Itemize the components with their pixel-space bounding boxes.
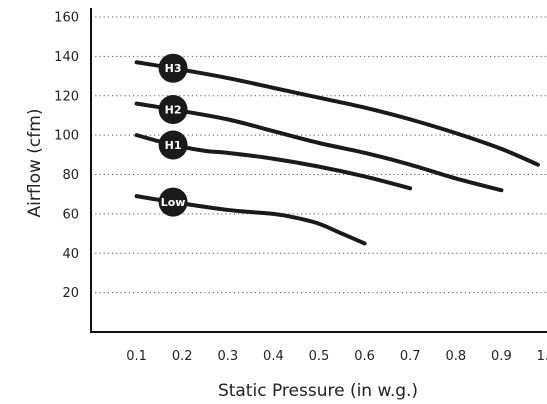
- x-tick-label: 0.8: [445, 349, 466, 364]
- curve-h3: [134, 60, 540, 167]
- y-tick-label: 40: [62, 247, 79, 262]
- badge-h3: [158, 53, 188, 83]
- x-tick-label: 1.0: [537, 349, 547, 364]
- gridlines: [91, 16, 547, 294]
- axes: [90, 8, 547, 333]
- series-label: H1: [165, 139, 182, 152]
- y-tick-label: 60: [62, 207, 79, 222]
- x-tick-label: 0.9: [491, 349, 512, 364]
- fan-curves: [134, 60, 540, 246]
- x-tick-label: 0.7: [400, 349, 421, 364]
- series-label: H3: [165, 62, 182, 75]
- y-tick-label: 140: [54, 50, 79, 65]
- y-tick-label: 100: [54, 129, 79, 144]
- badge-low: [158, 187, 188, 217]
- badge-h1: [158, 130, 188, 160]
- curve-h2: [134, 101, 504, 193]
- curve-labels: H3 H2 H1 Low: [158, 53, 188, 217]
- y-tick-label: 20: [62, 286, 79, 301]
- series-label: Low: [161, 196, 186, 209]
- tick-labels: 20 40 60 80 100 120 140 160 0.1 0.2 0.3 0.4 0.5 0.6 0.…: [54, 11, 547, 365]
- x-axis-title: Static Pressure (in w.g.): [218, 381, 418, 401]
- x-tick-label: 0.4: [263, 349, 284, 364]
- y-tick-label: 120: [54, 89, 79, 104]
- y-axis-title: Airflow (cfm): [25, 109, 45, 218]
- series-label: H2: [165, 104, 182, 117]
- x-tick-label: 0.1: [126, 349, 147, 364]
- y-tick-label: 160: [54, 11, 79, 26]
- badge-h2: [158, 95, 188, 125]
- y-tick-label: 80: [62, 168, 79, 183]
- x-tick-label: 0.2: [172, 349, 193, 364]
- x-tick-label: 0.5: [309, 349, 330, 364]
- x-tick-label: 0.3: [217, 349, 238, 364]
- x-tick-label: 0.6: [354, 349, 375, 364]
